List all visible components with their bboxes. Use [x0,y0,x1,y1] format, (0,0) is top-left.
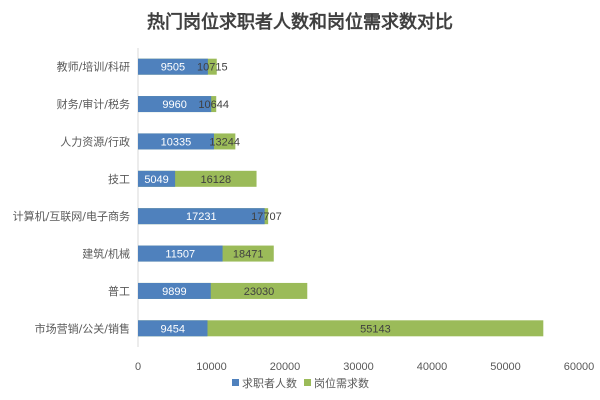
legend-swatch [304,379,311,386]
category-label: 财务/审计/税务 [57,97,130,111]
data-label-demand: 13244 [209,136,240,148]
x-tick-label: 60000 [564,361,595,373]
data-label-seekers: 17231 [186,211,217,223]
category-label: 计算机/互联网/电子商务 [13,209,130,223]
data-label-seekers: 9505 [161,62,185,74]
data-label-seekers: 5049 [144,174,168,186]
data-label-demand: 55143 [360,323,391,335]
data-label-demand: 23030 [244,286,275,298]
bar-seekers [138,96,212,113]
category-label: 建筑/机械 [82,247,130,261]
legend-label: 岗位需求数 [314,376,369,390]
x-tick-label: 30000 [343,361,374,373]
data-label-demand: 18471 [233,249,264,261]
category-label: 技工 [108,173,130,186]
bar-seekers [138,282,211,299]
x-tick-label: 10000 [196,361,227,373]
x-tick-label: 50000 [490,361,521,373]
bar-seekers [138,133,214,150]
data-label-seekers: 10335 [161,136,192,148]
data-label-seekers: 9960 [162,99,186,111]
bar-demand [138,320,544,337]
x-tick-label: 0 [135,361,141,373]
legend-swatch [232,379,239,386]
category-label: 人力资源/行政 [60,134,130,148]
x-tick-label: 20000 [270,361,301,373]
category-label: 教师/培训/科研 [57,60,130,74]
legend-label: 求职者人数 [242,377,297,390]
bar-seekers [138,208,265,225]
x-tick-label: 40000 [417,361,448,373]
chart-title: 热门岗位求职者人数和岗位需求数对比 [147,12,453,33]
category-label: 市场营销/公关/销售 [35,321,130,335]
bar-seekers [138,58,208,75]
data-label-seekers: 9454 [161,323,185,335]
data-label-seekers: 9899 [162,286,186,298]
bar-seekers [138,320,208,337]
bar-seekers [138,170,176,187]
data-label-demand: 10715 [197,62,228,74]
data-label-demand: 16128 [201,174,232,186]
bar-seekers [138,245,223,262]
data-label-demand: 17707 [251,211,282,223]
data-label-seekers: 11507 [165,249,195,261]
category-label: 普工 [108,284,130,298]
data-label-demand: 10644 [198,99,229,111]
